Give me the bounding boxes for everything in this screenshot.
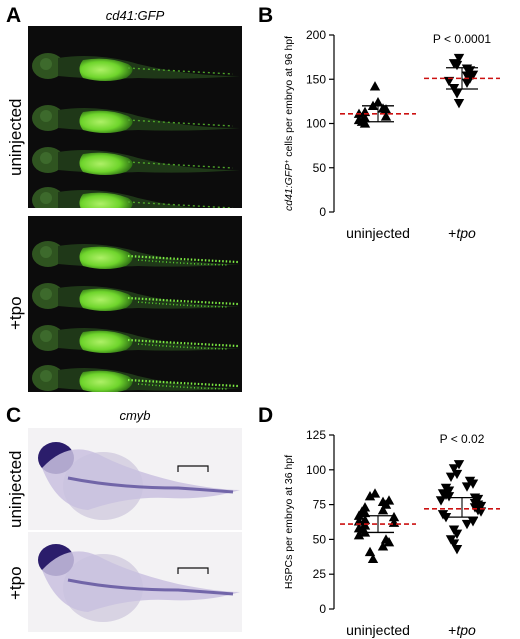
data-point xyxy=(445,472,457,482)
x-category-label: uninjected xyxy=(346,622,410,638)
data-point xyxy=(353,510,365,520)
y-tick-label: 0 xyxy=(319,205,326,219)
row-label-tpo-c: +tpo xyxy=(6,566,25,600)
y-tick-label: 0 xyxy=(319,602,326,616)
data-point xyxy=(453,53,465,64)
data-point xyxy=(359,514,371,525)
y-tick-label: 25 xyxy=(313,567,327,581)
data-point xyxy=(443,76,455,87)
panel-b-letter: B xyxy=(258,4,274,27)
gfp-image-uninjected xyxy=(28,26,242,208)
data-point xyxy=(451,60,463,71)
data-point xyxy=(451,89,463,99)
data-point xyxy=(364,491,376,501)
gfp-image-tpo xyxy=(28,216,242,392)
data-point xyxy=(467,479,479,489)
data-point xyxy=(435,496,447,506)
ish-embryo-uninjected-graphic xyxy=(38,442,240,520)
panel-c-title: cmyb xyxy=(119,408,151,423)
x-category-label: +tpo xyxy=(448,622,476,638)
data-point xyxy=(467,517,479,527)
data-point xyxy=(388,511,400,522)
data-point xyxy=(451,469,463,480)
p-value-annotation: P < 0.02 xyxy=(440,432,485,446)
x-category-label: uninjected xyxy=(346,225,410,241)
y-tick-label: 50 xyxy=(313,532,327,546)
gfp-fish-uninjected-graphic xyxy=(31,53,241,208)
data-point xyxy=(353,516,365,526)
chart-d: 0 25 50 75 100 125 HSPCs per embryo at 36 hpf u… xyxy=(283,428,500,638)
panel-c-letter: C xyxy=(6,404,22,427)
ish-image-uninjected xyxy=(28,428,242,530)
data-point xyxy=(383,536,395,547)
data-point xyxy=(475,507,487,517)
data-point xyxy=(451,529,463,540)
data-point xyxy=(448,464,460,474)
y-tick-label: 200 xyxy=(306,28,326,42)
row-label-uninjected-c: uninjected xyxy=(6,450,25,528)
data-point xyxy=(380,111,392,121)
data-point xyxy=(448,539,460,549)
panel-a-letter: A xyxy=(6,4,22,27)
ish-embryo-tpo-graphic xyxy=(36,542,242,624)
x-category-label: +tpo xyxy=(448,225,476,241)
y-tick-label: 150 xyxy=(306,72,326,86)
data-point xyxy=(367,553,379,564)
data-point xyxy=(380,104,392,114)
data-point xyxy=(453,460,465,470)
y-axis-label: cd41:GFP+ cells per embryo at 96 hpf xyxy=(283,36,295,211)
panel-d-letter: D xyxy=(258,404,274,427)
gfp-fish-tpo-graphic xyxy=(30,241,242,392)
data-point xyxy=(364,546,376,557)
panel-a-title: cd41:GFP xyxy=(105,8,165,23)
data-point xyxy=(369,488,381,498)
data-point xyxy=(377,504,389,515)
y-tick-label: 75 xyxy=(313,498,327,512)
data-point xyxy=(461,78,473,88)
data-point xyxy=(372,97,384,107)
data-point xyxy=(451,544,463,555)
y-tick-label: 100 xyxy=(306,117,326,131)
chart-b: 0 50 100 150 200 cd41:GFP+ cells per embryo a… xyxy=(283,28,500,241)
data-point xyxy=(359,118,371,128)
data-point xyxy=(443,492,455,502)
data-point xyxy=(353,530,365,540)
data-point xyxy=(461,519,473,530)
y-tick-label: 50 xyxy=(313,161,327,175)
p-value-annotation: P < 0.0001 xyxy=(433,32,491,46)
data-point xyxy=(461,482,473,492)
row-label-tpo-a: +tpo xyxy=(6,296,25,330)
data-point xyxy=(377,541,389,551)
data-point xyxy=(359,507,371,518)
data-point xyxy=(453,98,465,109)
y-axis-label: HSPCs per embryo at 36 hpf xyxy=(283,455,295,589)
ish-image-tpo xyxy=(28,532,242,632)
row-label-uninjected-a: uninjected xyxy=(6,98,25,176)
y-tick-label: 125 xyxy=(306,428,326,442)
data-point xyxy=(369,81,381,91)
y-tick-label: 100 xyxy=(306,463,326,477)
